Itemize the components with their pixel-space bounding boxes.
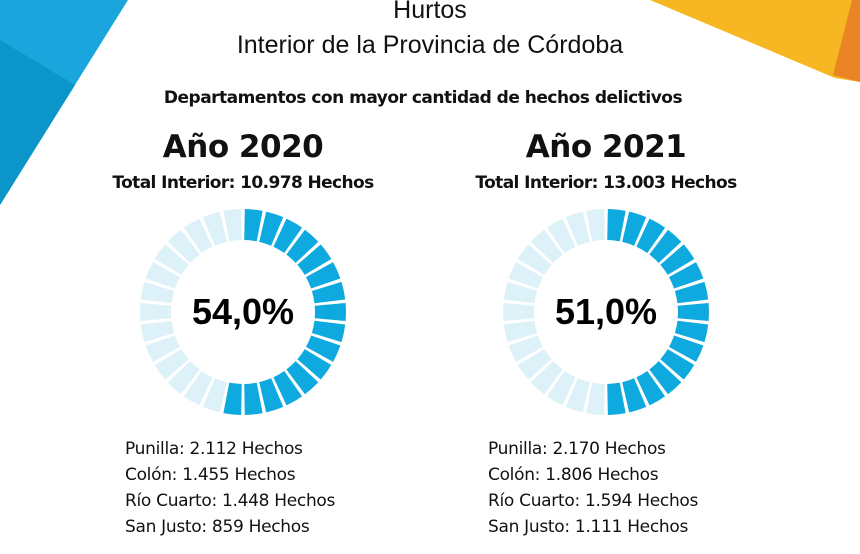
donut-segment-filled bbox=[273, 218, 303, 254]
donut-segment-filled bbox=[674, 320, 709, 343]
panel-year-2020: Año 2020 Total Interior: 10.978 Hechos 5… bbox=[63, 125, 423, 540]
donut-segment-empty bbox=[565, 211, 590, 246]
donut-segment-filled bbox=[649, 229, 682, 263]
donut-segment-empty bbox=[503, 281, 538, 304]
donut-segment-filled bbox=[305, 262, 341, 289]
donut-segment-empty bbox=[154, 244, 189, 275]
department-list: Punilla: 2.112 Hechos Colón: 1.455 Hecho… bbox=[63, 436, 423, 540]
donut-chart-2021: 51,0% bbox=[501, 207, 711, 417]
page-title: Hurtos bbox=[393, 0, 467, 24]
page-subtitle-region: Interior de la Provincia de Córdoba bbox=[236, 31, 624, 59]
donut-segment-filled bbox=[244, 209, 263, 242]
donut-segment-filled bbox=[286, 361, 319, 395]
donut-segment-empty bbox=[517, 349, 552, 380]
donut-segment-filled bbox=[668, 262, 704, 289]
panel-year-2021: Año 2021 Total Interior: 13.003 Hechos 5… bbox=[426, 125, 786, 540]
donut-segment-filled bbox=[660, 244, 695, 275]
department-list: Punilla: 2.170 Hechos Colón: 1.806 Hecho… bbox=[426, 436, 786, 540]
donut-segment-empty bbox=[202, 211, 227, 246]
donut-segment-filled bbox=[297, 244, 332, 275]
department-item: Punilla: 2.112 Hechos bbox=[125, 439, 303, 459]
donut-segment-filled bbox=[305, 335, 341, 362]
donut-segment-filled bbox=[636, 218, 666, 254]
donut-segment-empty bbox=[140, 320, 175, 343]
donut-segment-filled bbox=[622, 378, 647, 413]
department-item: San Justo: 859 Hechos bbox=[125, 517, 310, 537]
donut-segment-empty bbox=[167, 229, 200, 263]
orange-corner-shape bbox=[833, 0, 860, 82]
department-item: Colón: 1.806 Hechos bbox=[488, 465, 659, 485]
donut-segment-filled bbox=[259, 211, 284, 246]
donut-segment-empty bbox=[546, 218, 576, 254]
donut-segment-empty bbox=[508, 335, 544, 362]
total-interior: Total Interior: 13.003 Hechos bbox=[475, 173, 737, 193]
donut-segment-empty bbox=[517, 244, 552, 275]
donut-segment-filled bbox=[223, 382, 242, 415]
donut-segment-filled bbox=[297, 349, 332, 380]
donut-segment-filled bbox=[259, 378, 284, 413]
donut-segment-empty bbox=[223, 209, 242, 242]
donut-segment-filled bbox=[607, 382, 626, 415]
donut-segment-empty bbox=[565, 378, 590, 413]
yellow-corner-shape bbox=[650, 0, 860, 82]
donut-segment-filled bbox=[314, 303, 346, 321]
donut-segment-filled bbox=[668, 335, 704, 362]
section-heading: Departamentos con mayor cantidad de hech… bbox=[163, 88, 683, 108]
donut-segment-filled bbox=[607, 209, 626, 242]
donut-svg bbox=[503, 209, 709, 415]
donut-segment-filled bbox=[311, 281, 346, 304]
donut-segment-empty bbox=[183, 370, 213, 406]
donut-segment-empty bbox=[140, 281, 175, 304]
donut-segment-empty bbox=[145, 335, 181, 362]
year-title: Año 2020 bbox=[162, 129, 324, 165]
donut-segment-empty bbox=[140, 303, 172, 321]
donut-segment-filled bbox=[311, 320, 346, 343]
donut-segment-empty bbox=[546, 370, 576, 406]
blue-corner-shade bbox=[0, 40, 75, 205]
department-item: Río Cuarto: 1.448 Hechos bbox=[125, 491, 336, 511]
percentage-label: 51,0% bbox=[554, 291, 658, 332]
donut-segment-filled bbox=[660, 349, 695, 380]
donut-segment-filled bbox=[677, 303, 709, 321]
donut-svg bbox=[140, 209, 346, 415]
donut-segment-empty bbox=[154, 349, 189, 380]
donut-segment-filled bbox=[622, 211, 647, 246]
donut-segment-empty bbox=[202, 378, 227, 413]
donut-segment-empty bbox=[503, 320, 538, 343]
year-title: Año 2021 bbox=[525, 129, 687, 165]
donut-segment-filled bbox=[649, 361, 682, 395]
donut-segment-filled bbox=[674, 281, 709, 304]
donut-segment-empty bbox=[145, 262, 181, 289]
donut-segment-filled bbox=[273, 370, 303, 406]
donut-segment-filled bbox=[286, 229, 319, 263]
donut-segment-filled bbox=[244, 382, 263, 415]
department-item: Colón: 1.455 Hechos bbox=[125, 465, 296, 485]
donut-chart-2020: 54,0% bbox=[138, 207, 348, 417]
department-item: Río Cuarto: 1.594 Hechos bbox=[488, 491, 699, 511]
donut-segment-empty bbox=[586, 382, 605, 415]
department-item: Punilla: 2.170 Hechos bbox=[488, 439, 666, 459]
donut-segment-filled bbox=[636, 370, 666, 406]
donut-segment-empty bbox=[503, 303, 535, 321]
department-item: San Justo: 1.111 Hechos bbox=[488, 517, 689, 537]
donut-segment-empty bbox=[508, 262, 544, 289]
percentage-label: 54,0% bbox=[191, 291, 295, 332]
total-interior: Total Interior: 10.978 Hechos bbox=[112, 173, 374, 193]
donut-segment-empty bbox=[167, 361, 200, 395]
donut-segment-empty bbox=[586, 209, 605, 242]
donut-segment-empty bbox=[183, 218, 213, 254]
donut-segment-empty bbox=[530, 229, 563, 263]
donut-segment-empty bbox=[530, 361, 563, 395]
